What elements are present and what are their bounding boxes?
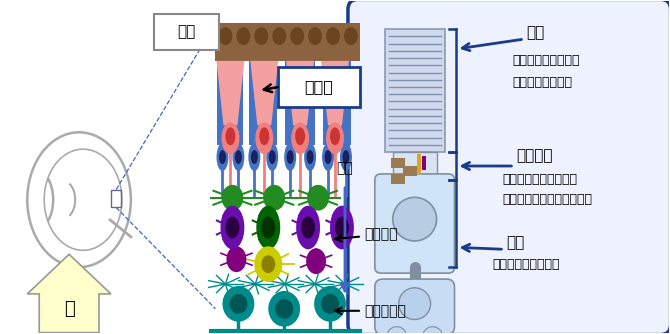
Text: 内節: 内節 xyxy=(507,235,525,250)
Text: ・特定の分子を外節へ輸送: ・特定の分子を外節へ輸送 xyxy=(502,193,592,206)
Text: ・タンパク質の合成: ・タンパク質の合成 xyxy=(492,258,560,271)
Ellipse shape xyxy=(307,150,314,164)
Bar xyxy=(417,154,421,174)
Ellipse shape xyxy=(251,150,258,164)
Ellipse shape xyxy=(321,294,339,314)
Bar xyxy=(111,190,121,207)
Ellipse shape xyxy=(342,150,350,164)
Bar xyxy=(421,156,425,170)
Polygon shape xyxy=(216,61,245,125)
Ellipse shape xyxy=(344,27,358,45)
Bar xyxy=(391,174,405,184)
Ellipse shape xyxy=(275,299,293,319)
Ellipse shape xyxy=(257,206,280,249)
Ellipse shape xyxy=(255,27,268,45)
Circle shape xyxy=(423,327,443,334)
Ellipse shape xyxy=(304,143,316,171)
Ellipse shape xyxy=(222,286,255,322)
Ellipse shape xyxy=(335,216,349,238)
Text: 外節: 外節 xyxy=(526,26,545,41)
Ellipse shape xyxy=(330,127,340,145)
Ellipse shape xyxy=(263,185,285,211)
Ellipse shape xyxy=(255,246,282,282)
Text: 神経節細胞: 神経節細胞 xyxy=(364,304,406,318)
Bar xyxy=(403,166,417,176)
Ellipse shape xyxy=(232,143,245,171)
Text: 信号: 信号 xyxy=(336,161,353,175)
Polygon shape xyxy=(286,61,314,125)
Bar xyxy=(216,23,360,61)
Bar xyxy=(285,61,295,145)
Circle shape xyxy=(387,327,407,334)
Ellipse shape xyxy=(261,216,275,238)
Bar xyxy=(393,152,437,180)
FancyBboxPatch shape xyxy=(348,0,670,334)
Ellipse shape xyxy=(255,122,273,154)
Ellipse shape xyxy=(314,286,346,322)
Ellipse shape xyxy=(222,122,239,154)
Bar xyxy=(218,61,227,145)
Ellipse shape xyxy=(290,27,304,45)
Text: ・内節と外節をつなぐ: ・内節と外節をつなぐ xyxy=(502,173,578,186)
Polygon shape xyxy=(27,254,111,333)
Ellipse shape xyxy=(226,127,235,145)
Ellipse shape xyxy=(322,143,334,171)
Ellipse shape xyxy=(326,122,344,154)
Ellipse shape xyxy=(272,27,286,45)
Circle shape xyxy=(399,288,431,320)
Ellipse shape xyxy=(301,216,315,238)
Ellipse shape xyxy=(324,150,332,164)
Text: 双極細胞: 双極細胞 xyxy=(364,227,397,241)
Ellipse shape xyxy=(235,150,242,164)
Ellipse shape xyxy=(291,122,309,154)
FancyBboxPatch shape xyxy=(375,279,454,334)
Ellipse shape xyxy=(296,206,320,249)
Ellipse shape xyxy=(218,27,232,45)
Polygon shape xyxy=(321,61,349,125)
Bar xyxy=(391,158,405,168)
Ellipse shape xyxy=(295,127,305,145)
Ellipse shape xyxy=(330,206,354,249)
Text: 網膜: 網膜 xyxy=(178,25,196,40)
Ellipse shape xyxy=(222,185,243,211)
Ellipse shape xyxy=(216,143,228,171)
Ellipse shape xyxy=(237,27,251,45)
Bar xyxy=(233,61,243,145)
Ellipse shape xyxy=(308,27,322,45)
Ellipse shape xyxy=(307,185,329,211)
Bar xyxy=(249,61,259,145)
Ellipse shape xyxy=(284,143,296,171)
FancyBboxPatch shape xyxy=(278,67,360,107)
Text: ・光シグナル伝達: ・光シグナル伝達 xyxy=(513,76,572,89)
Ellipse shape xyxy=(326,27,340,45)
Bar xyxy=(267,61,277,145)
Ellipse shape xyxy=(249,143,261,171)
Ellipse shape xyxy=(219,150,226,164)
Ellipse shape xyxy=(220,206,245,249)
Text: 結合線毛: 結合線毛 xyxy=(517,149,553,164)
Polygon shape xyxy=(251,61,278,125)
Ellipse shape xyxy=(259,127,269,145)
Ellipse shape xyxy=(287,150,293,164)
Ellipse shape xyxy=(266,143,278,171)
FancyBboxPatch shape xyxy=(375,174,454,273)
Text: 光: 光 xyxy=(64,300,74,318)
Ellipse shape xyxy=(306,248,326,274)
Ellipse shape xyxy=(226,216,239,238)
Bar xyxy=(385,29,444,152)
Circle shape xyxy=(393,197,437,241)
Ellipse shape xyxy=(226,246,247,272)
Ellipse shape xyxy=(261,255,275,273)
Ellipse shape xyxy=(268,291,300,327)
FancyBboxPatch shape xyxy=(153,14,220,50)
Bar xyxy=(305,61,315,145)
Ellipse shape xyxy=(229,294,247,314)
Text: ・光エネルギー吸収: ・光エネルギー吸収 xyxy=(513,54,580,67)
Bar xyxy=(323,61,333,145)
Ellipse shape xyxy=(340,143,352,171)
Ellipse shape xyxy=(269,150,276,164)
Bar xyxy=(341,61,351,145)
Text: 視細胞: 視細胞 xyxy=(305,79,334,94)
